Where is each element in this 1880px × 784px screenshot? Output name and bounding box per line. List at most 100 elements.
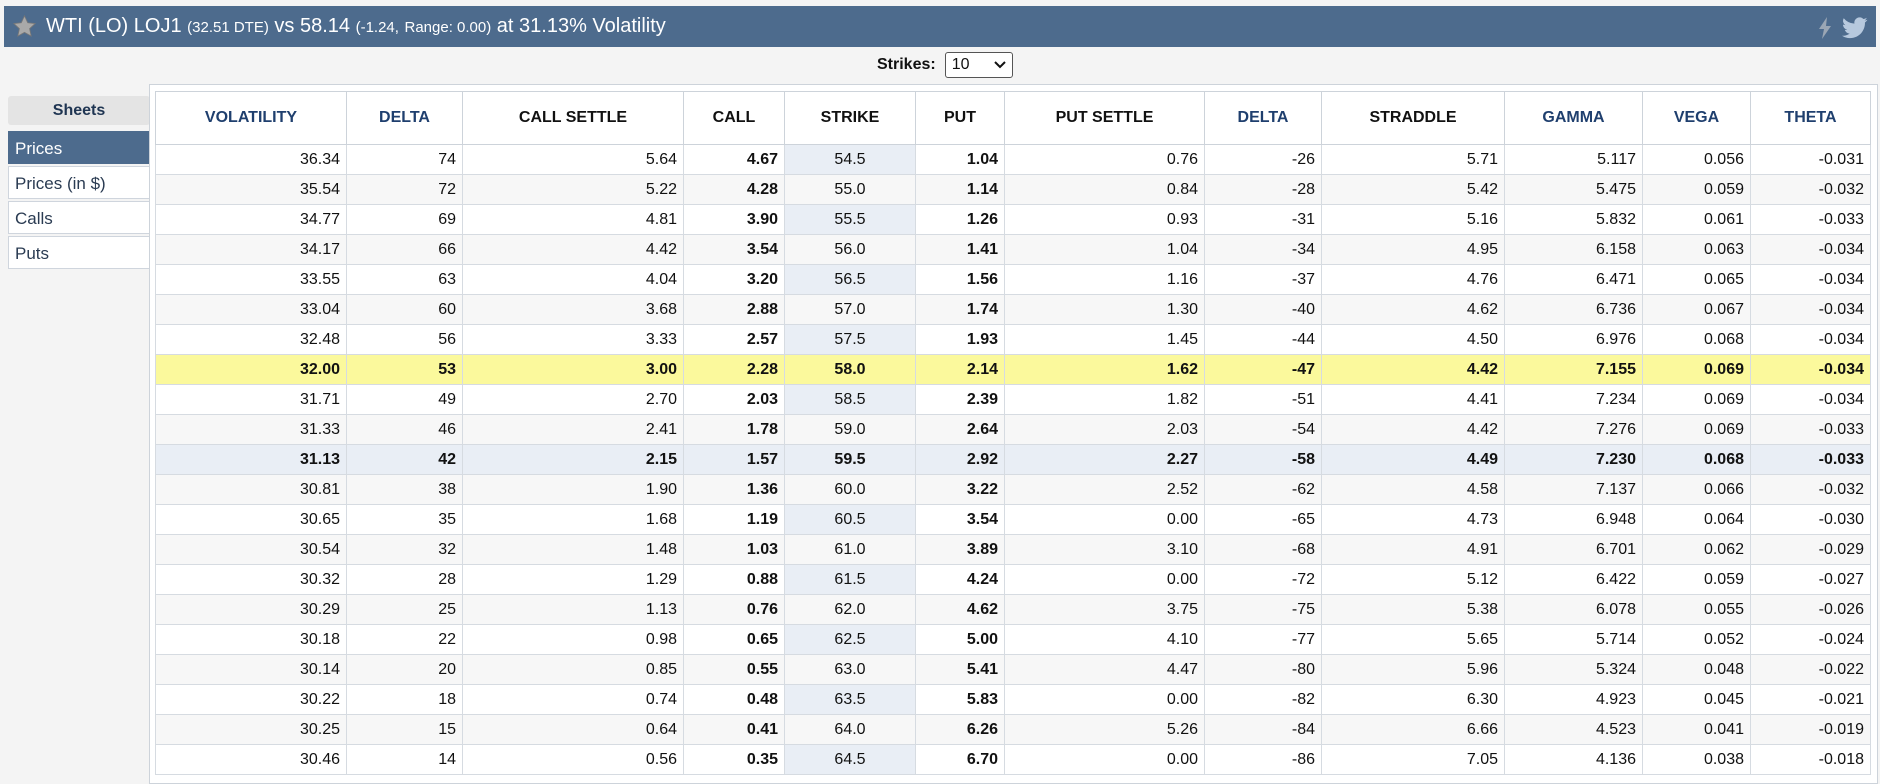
cell-put-settle: 0.84 — [1004, 174, 1205, 205]
col-header-vega[interactable]: VEGA — [1642, 91, 1751, 145]
col-header-call-settle[interactable]: CALL SETTLE — [462, 91, 684, 145]
cell-straddle: 5.16 — [1321, 204, 1505, 235]
cell-call-settle: 1.68 — [462, 504, 684, 535]
col-header-volatility[interactable]: VOLATILITY — [155, 91, 347, 145]
cell-put-settle: 1.30 — [1004, 294, 1205, 325]
table-row: 32.00 53 3.00 2.28 58.0 2.14 1.62 -47 4.42 7.155 0… — [155, 354, 1871, 385]
cell-call-settle: 0.98 — [462, 624, 684, 655]
cell-call-settle: 0.64 — [462, 714, 684, 745]
cell-theta: -0.019 — [1750, 714, 1871, 745]
cell-call-delta: 69 — [346, 204, 463, 235]
cell-put: 1.41 — [915, 234, 1005, 265]
cell-theta: -0.026 — [1750, 594, 1871, 625]
table-row: 33.55 63 4.04 3.20 56.5 1.56 1.16 -37 4.76 6.471 0… — [155, 264, 1871, 295]
cell-strike: 62.0 — [784, 594, 916, 625]
page-title: WTI (LO) LOJ1 (32.51 DTE) vs 58.14 (-1.2… — [46, 6, 666, 47]
star-icon[interactable] — [12, 14, 37, 39]
cell-put-delta: -80 — [1204, 654, 1322, 685]
cell-straddle: 5.65 — [1321, 624, 1505, 655]
cell-volatility: 34.77 — [155, 204, 347, 235]
cell-call-delta: 25 — [346, 594, 463, 625]
cell-volatility: 31.13 — [155, 444, 347, 475]
table-row: 34.77 69 4.81 3.90 55.5 1.26 0.93 -31 5.16 5.832 0… — [155, 204, 1871, 235]
cell-strike: 63.5 — [784, 684, 916, 715]
cell-vega: 0.059 — [1642, 174, 1751, 205]
cell-put: 6.70 — [915, 744, 1005, 775]
cell-call: 0.88 — [683, 564, 785, 595]
cell-call: 3.54 — [683, 234, 785, 265]
cell-put-delta: -72 — [1204, 564, 1322, 595]
col-header-call-delta[interactable]: DELTA — [346, 91, 463, 145]
cell-volatility: 33.55 — [155, 264, 347, 295]
cell-gamma: 6.078 — [1504, 594, 1643, 625]
cell-call: 0.35 — [683, 744, 785, 775]
cell-straddle: 7.05 — [1321, 744, 1505, 775]
cell-put: 3.22 — [915, 474, 1005, 505]
title-change: (-1.24, — [355, 19, 399, 36]
cell-vega: 0.038 — [1642, 744, 1751, 775]
cell-gamma: 7.234 — [1504, 384, 1643, 415]
cell-put-delta: -58 — [1204, 444, 1322, 475]
cell-vega: 0.048 — [1642, 654, 1751, 685]
table-row: 30.29 25 1.13 0.76 62.0 4.62 3.75 -75 5.38 6.078 0… — [155, 594, 1871, 625]
cell-put-settle: 1.82 — [1004, 384, 1205, 415]
cell-strike: 59.0 — [784, 414, 916, 445]
cell-vega: 0.041 — [1642, 714, 1751, 745]
cell-gamma: 6.701 — [1504, 534, 1643, 565]
cell-vega: 0.056 — [1642, 144, 1751, 175]
cell-call: 2.03 — [683, 384, 785, 415]
cell-strike: 60.0 — [784, 474, 916, 505]
cell-gamma: 4.923 — [1504, 684, 1643, 715]
table-row: 35.54 72 5.22 4.28 55.0 1.14 0.84 -28 5.42 5.475 0… — [155, 174, 1871, 205]
table-row: 30.81 38 1.90 1.36 60.0 3.22 2.52 -62 4.58 7.137 0… — [155, 474, 1871, 505]
col-header-theta[interactable]: THETA — [1750, 91, 1871, 145]
cell-call-delta: 32 — [346, 534, 463, 565]
twitter-icon[interactable] — [1842, 17, 1868, 39]
col-header-straddle[interactable]: STRADDLE — [1321, 91, 1505, 145]
cell-put: 6.26 — [915, 714, 1005, 745]
cell-straddle: 4.58 — [1321, 474, 1505, 505]
cell-put-settle: 2.52 — [1004, 474, 1205, 505]
cell-call: 1.36 — [683, 474, 785, 505]
cell-gamma: 7.155 — [1504, 354, 1643, 385]
cell-call: 3.20 — [683, 264, 785, 295]
sidebar-item-calls[interactable]: Calls — [8, 201, 150, 234]
col-header-strike[interactable]: STRIKE — [784, 91, 916, 145]
cell-straddle: 5.12 — [1321, 564, 1505, 595]
cell-put-settle: 1.62 — [1004, 354, 1205, 385]
sidebar-item-prices[interactable]: Prices — [8, 131, 150, 164]
cell-theta: -0.034 — [1750, 324, 1871, 355]
cell-call-delta: 18 — [346, 684, 463, 715]
chevron-down-icon — [993, 61, 1006, 69]
cell-put-settle: 1.16 — [1004, 264, 1205, 295]
sheets-heading: Sheets — [8, 96, 150, 125]
table-row: 30.32 28 1.29 0.88 61.5 4.24 0.00 -72 5.12 6.422 0… — [155, 564, 1871, 595]
cell-gamma: 7.276 — [1504, 414, 1643, 445]
cell-theta: -0.034 — [1750, 234, 1871, 265]
lightning-icon[interactable] — [1816, 17, 1834, 39]
cell-call-settle: 0.74 — [462, 684, 684, 715]
sidebar-item-puts[interactable]: Puts — [8, 236, 150, 269]
cell-call-delta: 63 — [346, 264, 463, 295]
cell-gamma: 5.117 — [1504, 144, 1643, 175]
cell-straddle: 4.42 — [1321, 414, 1505, 445]
col-header-put[interactable]: PUT — [915, 91, 1005, 145]
cell-strike: 60.5 — [784, 504, 916, 535]
cell-volatility: 33.04 — [155, 294, 347, 325]
cell-put-delta: -65 — [1204, 504, 1322, 535]
cell-vega: 0.055 — [1642, 594, 1751, 625]
cell-put: 1.93 — [915, 324, 1005, 355]
cell-strike: 64.5 — [784, 744, 916, 775]
col-header-gamma[interactable]: GAMMA — [1504, 91, 1643, 145]
col-header-put-settle[interactable]: PUT SETTLE — [1004, 91, 1205, 145]
strikes-select[interactable]: 10 — [944, 52, 1013, 78]
cell-call-settle: 1.29 — [462, 564, 684, 595]
cell-theta: -0.022 — [1750, 654, 1871, 685]
cell-put: 5.83 — [915, 684, 1005, 715]
col-header-put-delta[interactable]: DELTA — [1204, 91, 1322, 145]
sidebar-item-prices-dollars[interactable]: Prices (in $) — [8, 166, 150, 199]
cell-put: 2.39 — [915, 384, 1005, 415]
cell-call-settle: 2.70 — [462, 384, 684, 415]
col-header-call[interactable]: CALL — [683, 91, 785, 145]
cell-vega: 0.066 — [1642, 474, 1751, 505]
